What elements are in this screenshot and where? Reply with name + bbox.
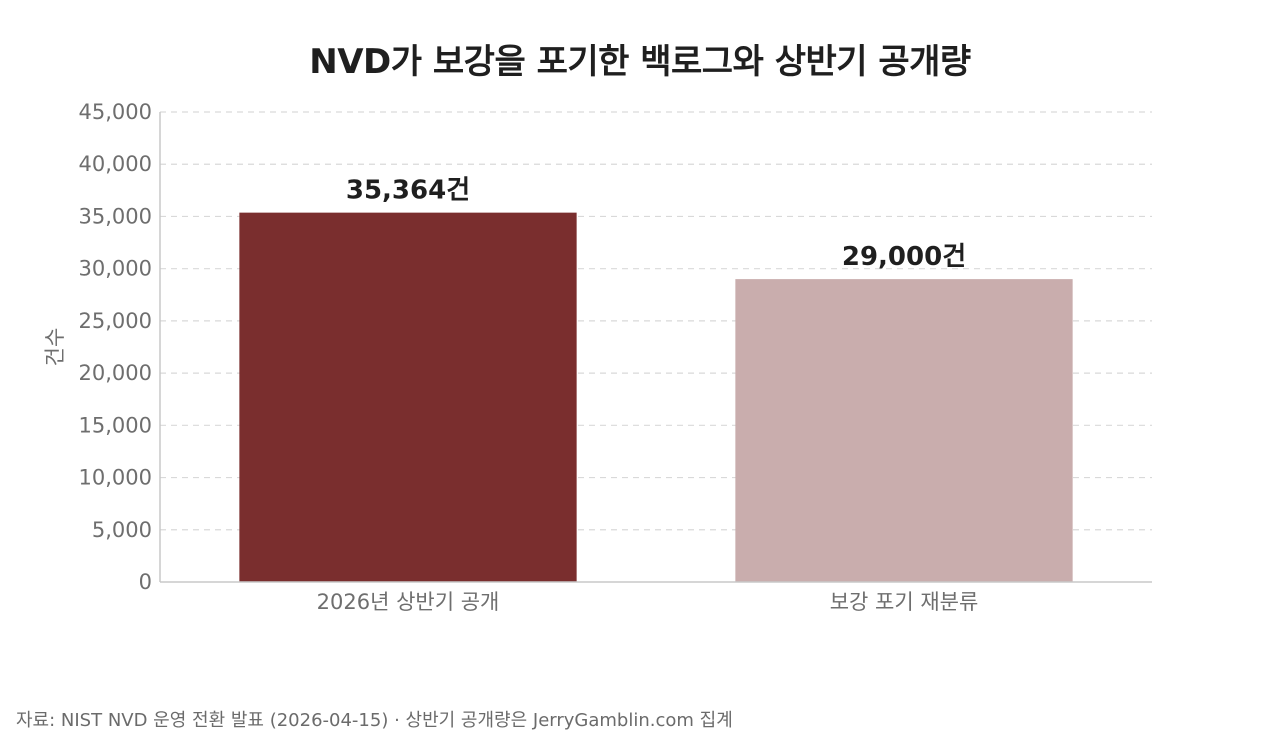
data-labels: 35,364건 29,000건 [346, 176, 966, 272]
x-category-label: 2026년 상반기 공개 [317, 590, 500, 614]
y-tick-label: 10,000 [79, 466, 152, 490]
source-note: 자료: NIST NVD 운영 전환 발표 (2026-04-15) · 상반기… [16, 710, 733, 731]
bars [239, 212, 1073, 582]
y-axis-title: 건수 [43, 328, 67, 367]
y-tick-label: 45,000 [79, 100, 152, 124]
bar-value-label: 35,364건 [346, 176, 470, 206]
x-axis-categories: 2026년 상반기 공개 보강 포기 재분류 [317, 590, 979, 614]
y-tick-label: 15,000 [79, 413, 152, 437]
y-tick-label: 25,000 [79, 309, 152, 333]
y-tick-label: 35,000 [79, 204, 152, 228]
chart-title: NVD가 보강을 포기한 백로그와 상반기 공개량 [309, 42, 971, 82]
bar [735, 279, 1073, 582]
y-tick-label: 0 [139, 570, 152, 594]
bar [239, 212, 577, 582]
y-tick-label: 30,000 [79, 257, 152, 281]
y-tick-label: 5,000 [92, 518, 152, 542]
bar-value-label: 29,000건 [842, 242, 966, 272]
y-axis-ticks: 0 5,000 10,000 15,000 20,000 25,000 30,000 35,0… [79, 100, 152, 594]
x-category-label: 보강 포기 재분류 [830, 590, 979, 614]
y-tick-label: 20,000 [79, 361, 152, 385]
y-tick-label: 40,000 [79, 152, 152, 176]
